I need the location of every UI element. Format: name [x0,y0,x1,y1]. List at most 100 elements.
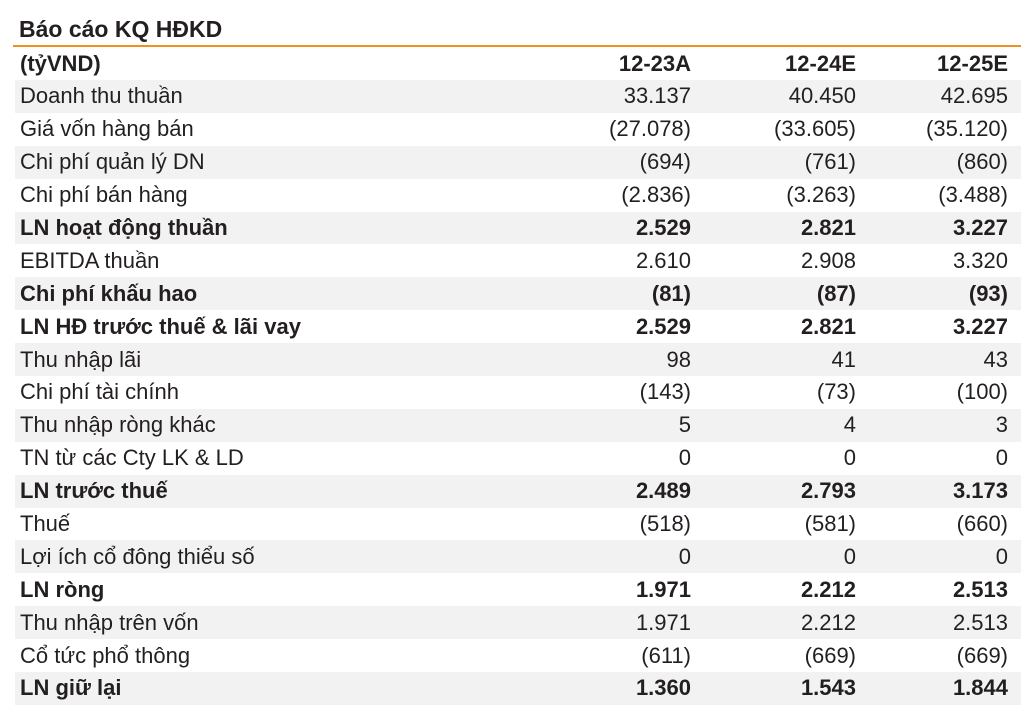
row-value: 98 [526,343,691,377]
row-value: 1.360 [526,672,691,705]
row-value: 1.971 [526,606,691,640]
row-value: (81) [526,277,691,311]
row-value: 1.844 [856,672,1021,705]
row-label: Thu nhập trên vốn [15,606,526,640]
row-label: Chi phí quản lý DN [15,145,526,179]
row-value: 0 [843,445,856,471]
table-row: LN hoạt động thuần 2.529 2.821 3.227 [15,211,1021,245]
row-value: (100) [956,379,1008,405]
row-value: (3.488) [938,182,1008,208]
row-value: 2.908 [800,247,856,273]
column-header: 12-23A [618,51,691,76]
row-value: 0 [995,445,1008,471]
row-label: Thu nhập ròng khác [15,408,526,442]
row-value: (2.836) [621,182,691,208]
row-value: 0 [526,540,691,574]
row-label: TN từ các Cty LK & LD [20,445,244,471]
row-value: (761) [691,145,856,179]
column-header: 12-25E [937,51,1008,76]
row-value: (860) [856,145,1021,179]
row-value: (518) [639,511,691,537]
row-value: (87) [691,277,856,311]
row-value: (73) [816,379,856,405]
row-value: 2.513 [856,606,1021,640]
row-value: (93) [856,277,1021,311]
table-row: LN giữ lại 1.360 1.543 1.844 [15,672,1021,705]
row-label: LN HĐ trước thuế & lãi vay [20,313,301,339]
row-label: LN giữ lại [15,672,526,705]
row-value: 2.793 [691,474,856,508]
row-label: Thu nhập lãi [15,343,526,377]
row-value: 42.695 [856,80,1021,113]
row-value: 2.489 [526,474,691,508]
row-value: (694) [526,145,691,179]
row-value: 2.529 [526,211,691,245]
row-value: (581) [804,511,856,537]
table-row: Chi phí tài chính (143) (73) (100) [15,376,1021,409]
income-statement-table: (tỷVND) 12-23A 12-24E 12-25E Doanh thu t… [15,48,1021,705]
table-row: Thu nhập ròng khác 5 4 3 [15,408,1021,442]
row-value: 1.971 [635,576,691,602]
row-value: 0 [856,540,1021,574]
table-row: LN ròng 1.971 2.212 2.513 [15,573,1021,606]
row-value: 4 [691,408,856,442]
row-label: Chi phí khấu hao [15,277,526,311]
row-value: 2.821 [691,211,856,245]
table-row: LN HĐ trước thuế & lãi vay 2.529 2.821 3.22… [15,310,1021,343]
row-value: 3.227 [856,211,1021,245]
row-value: (27.078) [609,116,691,142]
table-row: Doanh thu thuần 33.137 40.450 42.695 [15,80,1021,113]
row-value: 2.821 [800,313,856,339]
row-label: LN trước thuế [15,474,526,508]
table-row: EBITDA thuần 2.610 2.908 3.320 [15,244,1021,277]
table-row: Giá vốn hàng bán (27.078) (33.605) (35.120) [15,113,1021,146]
row-value: (611) [641,642,691,668]
row-value: 0 [678,445,691,471]
table-row: TN từ các Cty LK & LD 0 0 0 [15,442,1021,475]
row-label: EBITDA thuần [20,247,160,273]
row-label: Doanh thu thuần [15,80,526,113]
row-value: 5 [526,408,691,442]
table-row: Chi phí khấu hao (81) (87) (93) [15,277,1021,311]
table-header-row: (tỷVND) 12-23A 12-24E 12-25E [15,48,1021,80]
row-value: 2.212 [800,576,856,602]
row-label: LN ròng [20,576,105,602]
row-value: 40.450 [691,80,856,113]
row-label: Chi phí bán hàng [20,182,188,208]
row-value: (33.605) [774,116,856,142]
title-divider [13,45,1021,47]
table-row: Chi phí bán hàng (2.836) (3.263) (3.488) [15,179,1021,212]
report-title: Báo cáo KQ HĐKD [19,16,223,42]
row-value: (35.120) [926,116,1008,142]
row-value: 2.212 [691,606,856,640]
row-value: 33.137 [526,80,691,113]
row-value: 3 [856,408,1021,442]
row-label: Giá vốn hàng bán [20,116,194,142]
row-value: (660) [956,511,1008,537]
row-value: 3.320 [952,247,1008,273]
row-value: (669) [804,642,856,668]
row-value: (669) [956,642,1008,668]
table-row: Thu nhập lãi 98 41 43 [15,343,1021,377]
table-row: Lợi ích cổ đông thiểu số 0 0 0 [15,540,1021,574]
column-header: 12-24E [785,51,856,76]
row-label: Lợi ích cổ đông thiểu số [15,540,526,574]
row-value: 2.529 [635,313,691,339]
row-value: 0 [691,540,856,574]
table-row: Thuế (518) (581) (660) [15,508,1021,541]
row-value: 43 [856,343,1021,377]
table-row: Cổ tức phổ thông (611) (669) (669) [15,639,1021,672]
row-value: 2.513 [952,576,1008,602]
table-row: Chi phí quản lý DN (694) (761) (860) [15,145,1021,179]
row-value: (3.263) [786,182,856,208]
row-label: LN hoạt động thuần [15,211,526,245]
unit-label: (tỷVND) [20,51,101,76]
row-label: Cổ tức phổ thông [20,642,191,668]
row-value: (143) [639,379,691,405]
row-value: 3.173 [856,474,1021,508]
row-value: 1.543 [691,672,856,705]
row-value: 41 [691,343,856,377]
row-value: 3.227 [952,313,1008,339]
row-value: 2.610 [635,247,691,273]
row-label: Thuế [20,511,71,537]
